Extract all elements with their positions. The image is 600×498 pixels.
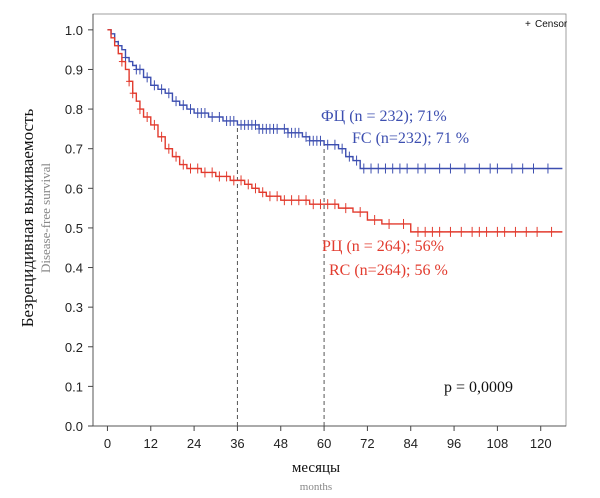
y-tick-label: 0.6 (65, 181, 83, 196)
x-tick-label: 48 (274, 436, 288, 451)
y-tick-label: 0.4 (65, 261, 83, 276)
x-tick-label: 0 (104, 436, 111, 451)
x-tick-label: 96 (447, 436, 461, 451)
annotation-rc-ru: РЦ (n = 264); 56% (322, 238, 444, 255)
plot-area-frame (92, 13, 567, 427)
x-axis-title: месяцы (292, 460, 340, 476)
legend-box: + Censor (519, 17, 568, 30)
y-tick-label: 0.5 (65, 221, 83, 236)
x-tick-label: 36 (230, 436, 244, 451)
x-axis-ticks: 0 12 24 36 48 60 72 84 96 108 120 (104, 426, 552, 451)
legend-censor-symbol: + (525, 19, 531, 30)
x-tick-label: 12 (144, 436, 158, 451)
y-tick-label: 0.7 (65, 142, 83, 157)
x-tick-label: 60 (317, 436, 331, 451)
x-tick-label: 120 (530, 436, 552, 451)
legend-censor-label: Censor (535, 19, 568, 30)
x-tick-label: 84 (404, 436, 418, 451)
x-tick-label: 108 (487, 436, 509, 451)
annotation-rc-en: RC (n=264); 56 % (329, 262, 448, 279)
y-axis-ticks: 0.0 0.1 0.2 0.3 0.4 0.5 0.6 0.7 0.8 0.9 1.0 (65, 23, 93, 434)
y-tick-label: 0.3 (65, 300, 83, 315)
y-axis-title: Безрецидивная выживаемость (18, 108, 37, 327)
annotation-fc-en: FC (n=232); 71 % (352, 130, 469, 147)
x-tick-label: 24 (187, 436, 201, 451)
series-layer (107, 29, 563, 237)
y-tick-label: 0.8 (65, 102, 83, 117)
x-tick-label: 72 (360, 436, 374, 451)
y-tick-label: 0.0 (65, 419, 83, 434)
y-tick-label: 1.0 (65, 23, 83, 38)
annotation-fc-ru: ФЦ (n = 232); 71% (321, 108, 447, 125)
p-value-label: p = 0,0009 (444, 379, 513, 396)
x-axis-title-en: months (300, 481, 332, 493)
y-tick-label: 0.2 (65, 340, 83, 355)
y-axis-title-en: Disease-free survival (38, 163, 53, 273)
y-tick-label: 0.1 (65, 379, 83, 394)
y-tick-label: 0.9 (65, 62, 83, 77)
reference-lines (236, 124, 325, 426)
